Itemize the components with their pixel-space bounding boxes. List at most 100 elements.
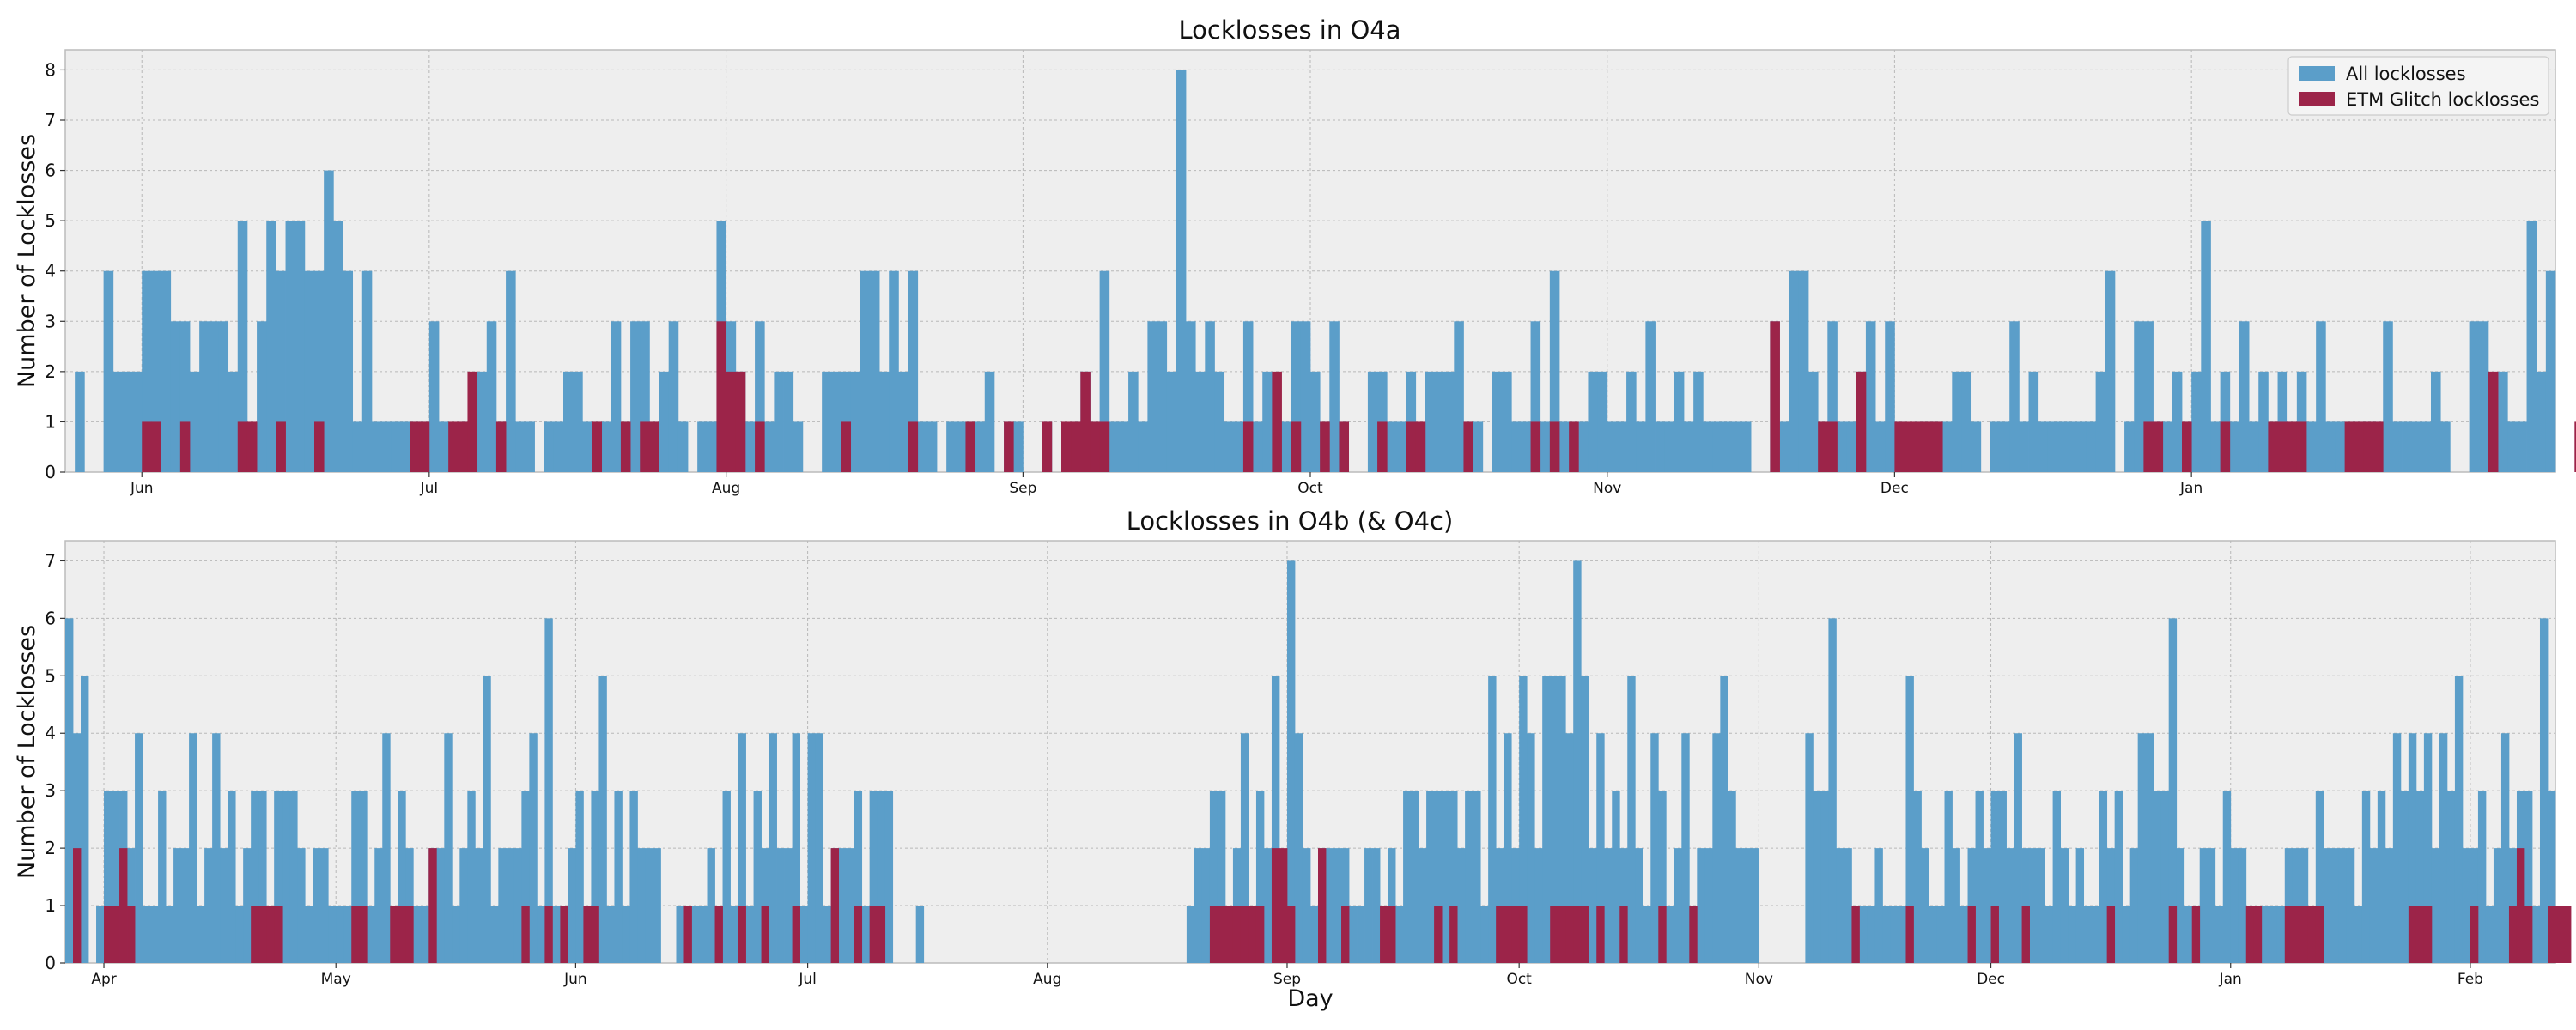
- bar-all-locklosses: [1396, 421, 1406, 472]
- bar-all-locklosses: [1224, 421, 1235, 472]
- bar-all-locklosses: [611, 321, 622, 472]
- bar-all-locklosses: [2493, 848, 2502, 963]
- x-axis: Apr May Jun Jul Aug Sep Oct Nov Dec Jan Feb: [91, 963, 2483, 988]
- bar-all-locklosses: [1240, 733, 1249, 963]
- bar-etm-glitch-locklosses: [755, 421, 765, 472]
- bar-all-locklosses: [1728, 791, 1736, 963]
- bar-all-locklosses: [1118, 421, 1129, 472]
- bar-all-locklosses: [1697, 848, 1705, 963]
- bar-all-locklosses: [1655, 421, 1666, 472]
- bar-all-locklosses: [2383, 321, 2393, 472]
- bar-all-locklosses: [1128, 371, 1139, 472]
- bar-all-locklosses: [1444, 371, 1455, 472]
- bar-etm-glitch-locklosses: [1619, 906, 1628, 963]
- bar-all-locklosses: [2276, 906, 2286, 963]
- bar-all-locklosses: [2269, 906, 2278, 963]
- bar-etm-glitch-locklosses: [544, 906, 553, 963]
- bar-all-locklosses: [1844, 848, 1852, 963]
- bar-etm-glitch-locklosses: [1827, 421, 1838, 472]
- bar-all-locklosses: [1186, 906, 1195, 963]
- bar-all-locklosses: [1504, 733, 1512, 963]
- bar-etm-glitch-locklosses: [2408, 906, 2417, 963]
- bar-all-locklosses: [452, 906, 460, 963]
- bar-all-locklosses: [333, 221, 343, 472]
- bar-all-locklosses: [1521, 421, 1531, 472]
- bar-all-locklosses: [2361, 791, 2371, 963]
- bar-all-locklosses: [1581, 676, 1589, 963]
- bar-all-locklosses: [1875, 421, 1886, 472]
- bar-etm-glitch-locklosses: [2488, 371, 2499, 472]
- bar-etm-glitch-locklosses: [1406, 421, 1417, 472]
- bar-all-locklosses: [2315, 791, 2324, 963]
- bar-all-locklosses: [170, 321, 181, 472]
- bar-all-locklosses: [869, 791, 878, 963]
- bar-all-locklosses: [2478, 321, 2489, 472]
- bar-etm-glitch-locklosses: [1318, 848, 1327, 963]
- bar-etm-glitch-locklosses: [1099, 421, 1110, 472]
- bar-all-locklosses: [1263, 848, 1273, 963]
- bar-all-locklosses: [243, 848, 252, 963]
- bar-all-locklosses: [2129, 848, 2139, 963]
- bar-all-locklosses: [1488, 676, 1497, 963]
- bar-all-locklosses: [1674, 371, 1685, 472]
- bar-etm-glitch-locklosses: [2423, 906, 2433, 963]
- y-tick-label: 1: [45, 411, 56, 432]
- bar-all-locklosses: [1604, 848, 1613, 963]
- bar-all-locklosses: [630, 321, 641, 472]
- x-tick-label: Jul: [798, 971, 817, 988]
- bar-all-locklosses: [1357, 906, 1365, 963]
- bar-etm-glitch-locklosses: [877, 906, 886, 963]
- bar-etm-glitch-locklosses: [2315, 906, 2324, 963]
- bar-all-locklosses: [1434, 791, 1443, 963]
- bar-all-locklosses: [1271, 676, 1280, 963]
- bar-all-locklosses: [2454, 676, 2464, 963]
- bar-all-locklosses: [381, 421, 392, 472]
- bar-etm-glitch-locklosses: [2574, 421, 2576, 472]
- bar-etm-glitch-locklosses: [274, 906, 283, 963]
- bar-etm-glitch-locklosses: [714, 906, 723, 963]
- bar-all-locklosses: [2440, 421, 2451, 472]
- bar-etm-glitch-locklosses: [1279, 848, 1288, 963]
- legend-label-etm: ETM Glitch locklosses: [2346, 89, 2539, 110]
- bar-all-locklosses: [1703, 421, 1713, 472]
- bar-all-locklosses: [2261, 906, 2270, 963]
- bar-etm-glitch-locklosses: [591, 906, 599, 963]
- bar-all-locklosses: [1502, 371, 1512, 472]
- bar-all-locklosses: [2477, 791, 2487, 963]
- bar-all-locklosses: [908, 270, 919, 472]
- bar-etm-glitch-locklosses: [735, 371, 746, 472]
- x-tick-label: Jul: [420, 480, 439, 497]
- bar-all-locklosses: [2229, 421, 2240, 472]
- y-tick-label: 1: [45, 895, 56, 916]
- bar-etm-glitch-locklosses: [2524, 906, 2533, 963]
- bar-all-locklosses: [622, 906, 630, 963]
- bar-all-locklosses: [237, 221, 248, 472]
- bar-all-locklosses: [838, 848, 848, 963]
- bar-all-locklosses: [81, 676, 89, 963]
- bar-all-locklosses: [2354, 906, 2363, 963]
- bar-all-locklosses: [413, 906, 422, 963]
- bar-etm-glitch-locklosses: [841, 421, 852, 472]
- bar-all-locklosses: [2258, 371, 2269, 472]
- bar-all-locklosses: [122, 371, 133, 472]
- bar-all-locklosses: [166, 906, 174, 963]
- bar-all-locklosses: [515, 421, 526, 472]
- bar-all-locklosses: [722, 791, 731, 963]
- bar-etm-glitch-locklosses: [1242, 421, 1254, 472]
- bar-all-locklosses: [2400, 791, 2409, 963]
- bar-all-locklosses: [637, 848, 646, 963]
- bar-all-locklosses: [1233, 421, 1244, 472]
- bar-etm-glitch-locklosses: [119, 848, 128, 963]
- bar-etm-glitch-locklosses: [2153, 421, 2164, 472]
- bar-all-locklosses: [328, 906, 337, 963]
- bar-etm-glitch-locklosses: [2268, 421, 2278, 472]
- bar-all-locklosses: [2485, 906, 2494, 963]
- bar-all-locklosses: [1885, 321, 1895, 472]
- bar-all-locklosses: [1549, 270, 1560, 472]
- x-tick-label: Dec: [1880, 480, 1909, 497]
- bar-all-locklosses: [645, 848, 653, 963]
- bar-all-locklosses: [2545, 270, 2556, 472]
- bar-all-locklosses: [823, 906, 832, 963]
- bar-all-locklosses: [2028, 371, 2039, 472]
- x-tick-label: Nov: [1593, 480, 1621, 497]
